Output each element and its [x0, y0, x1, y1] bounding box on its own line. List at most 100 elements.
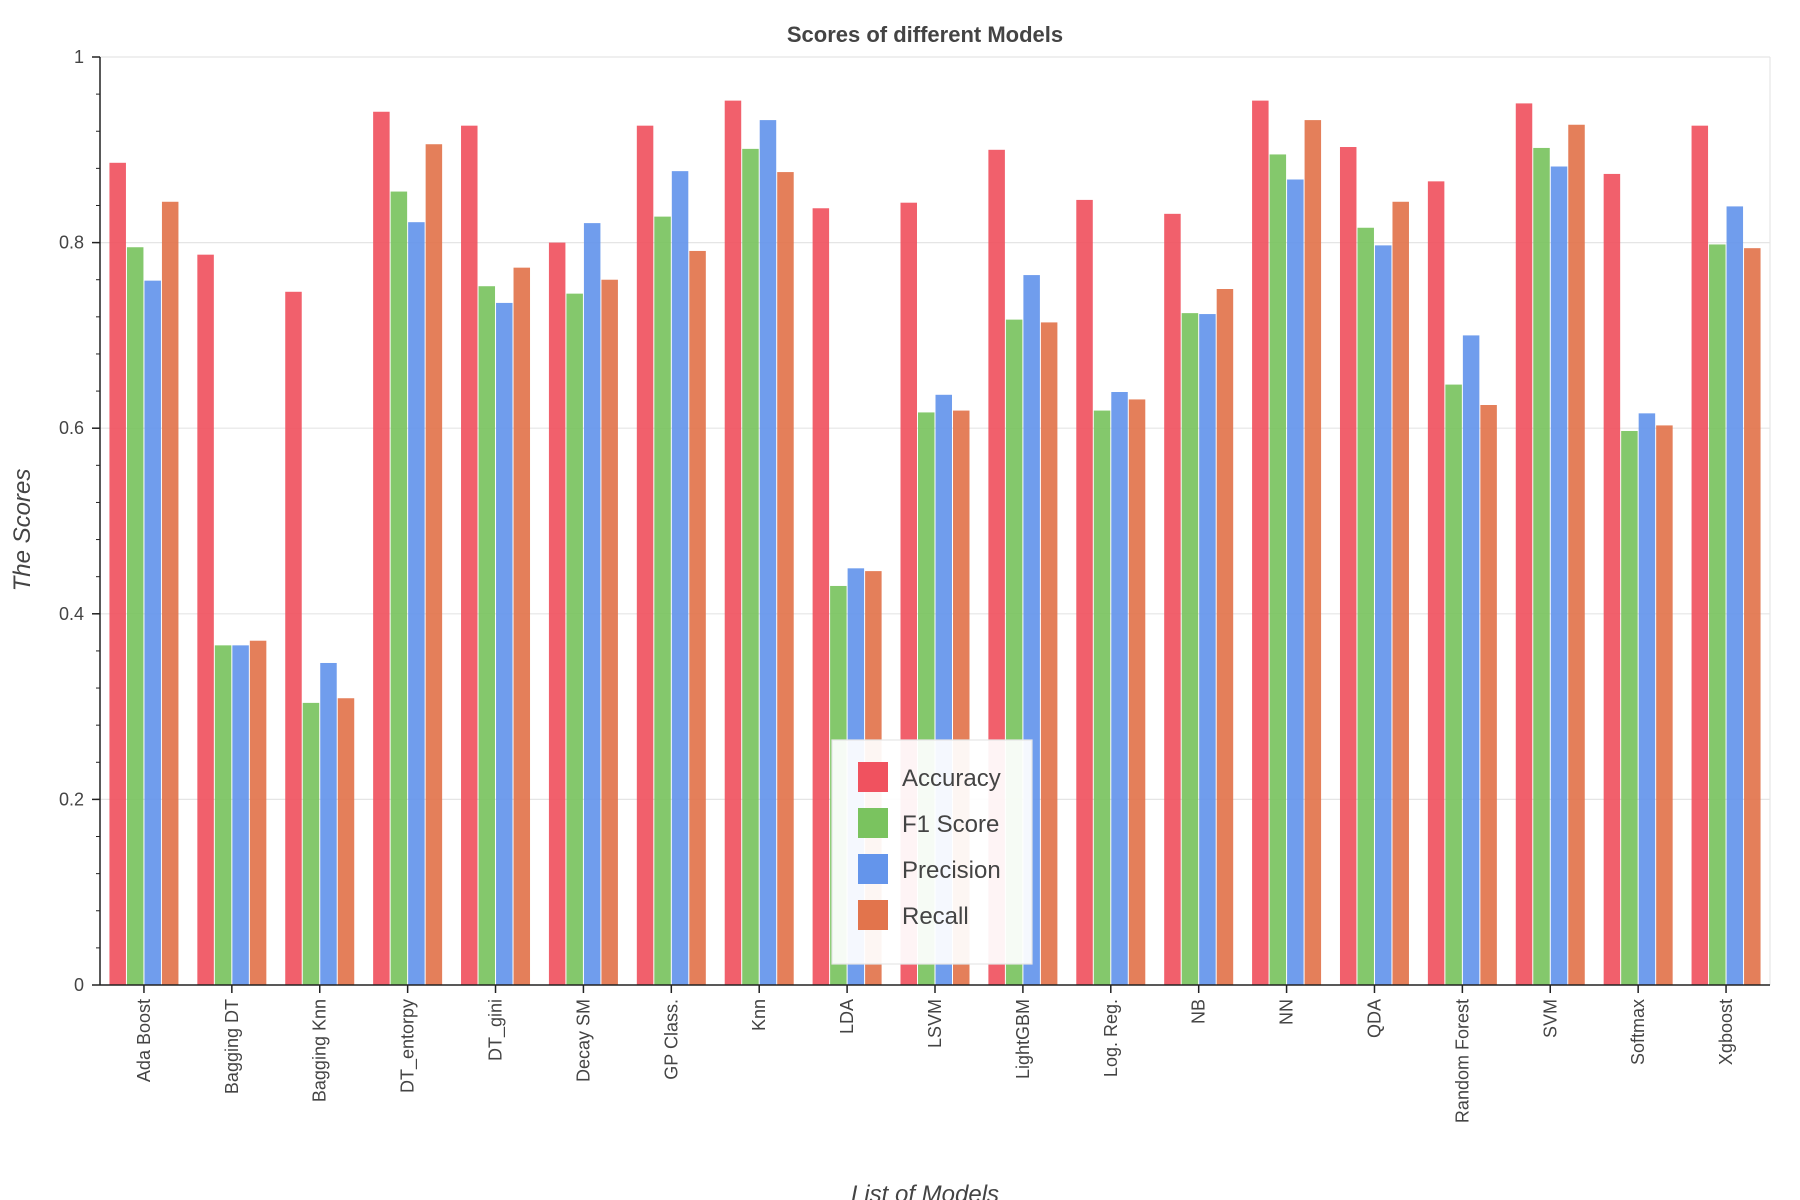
- chart-title: Scores of different Models: [787, 22, 1063, 47]
- bar-accuracy: [1252, 100, 1269, 986]
- axes: 0 0.2 0.4 0.6 0.8 1 Ada Boost Bagging DT Bagging…: [59, 47, 1770, 1123]
- bar-f1-score: [478, 286, 496, 985]
- x-tick-label: Decay SM: [573, 999, 593, 1082]
- bar-precision: [320, 662, 337, 985]
- bar-accuracy: [373, 111, 390, 985]
- legend: Accuracy F1 Score Precision Recall: [831, 739, 1033, 965]
- bar-accuracy: [1164, 213, 1181, 985]
- bar-precision: [1638, 413, 1656, 985]
- bar-accuracy: [1076, 199, 1093, 986]
- x-tick-label: GP Class.: [661, 999, 681, 1080]
- y-tick-label: 1: [74, 47, 84, 67]
- bar-f1-score: [1357, 227, 1374, 985]
- bar-accuracy: [109, 162, 126, 986]
- bar-f1-score: [1269, 154, 1287, 985]
- bar-precision: [1726, 206, 1744, 985]
- bar-f1-score: [1181, 313, 1199, 985]
- bar-precision: [144, 280, 161, 985]
- x-tick-label: LightGBM: [1013, 999, 1033, 1079]
- bar-accuracy: [285, 291, 302, 985]
- bar-f1-score: [1621, 430, 1638, 985]
- bar-accuracy: [197, 254, 214, 985]
- bar-precision: [1199, 314, 1216, 985]
- x-tick-label: DT_entorpy: [398, 999, 419, 1093]
- bar-accuracy: [812, 208, 830, 985]
- bar-precision: [759, 120, 777, 985]
- bar-recall: [689, 250, 706, 985]
- legend-label: Recall: [902, 903, 969, 930]
- y-tick-label: 0.4: [59, 604, 84, 624]
- x-axis-label: List of Models: [851, 1181, 999, 1200]
- bar-f1-score: [566, 293, 583, 985]
- bar-precision: [671, 171, 689, 986]
- x-tick-label: LSVM: [925, 999, 945, 1048]
- x-tick-label: Log. Reg.: [1101, 999, 1121, 1077]
- bar-recall: [1392, 201, 1409, 985]
- bar-f1-score: [302, 702, 320, 985]
- legend-label: Precision: [902, 857, 1001, 884]
- bar-accuracy: [1339, 147, 1357, 986]
- x-tick-label: Bagging DT: [222, 999, 242, 1094]
- x-tick-label: Softmax: [1628, 999, 1648, 1065]
- bar-precision: [1287, 179, 1304, 986]
- bar-f1-score: [390, 191, 408, 985]
- bar-recall: [249, 640, 267, 985]
- bar-precision: [496, 302, 513, 985]
- y-tick-label: 0.6: [59, 418, 84, 438]
- x-tick-label: SVM: [1540, 999, 1560, 1038]
- legend-label: Accuracy: [902, 765, 1001, 792]
- bar-recall: [1656, 425, 1673, 985]
- y-axis-label: The Scores: [9, 469, 36, 592]
- x-tick-label: NB: [1189, 999, 1209, 1024]
- x-tick-label: Bagging Knn: [310, 999, 330, 1102]
- y-tick-label: 0.2: [59, 789, 84, 809]
- bar-recall: [337, 698, 355, 985]
- bar-f1-score: [126, 247, 144, 986]
- legend-swatch: [858, 854, 888, 884]
- bar-recall: [1216, 289, 1234, 985]
- bar-precision: [232, 645, 249, 985]
- bar-accuracy: [548, 242, 566, 986]
- bars-group: [109, 100, 1761, 986]
- x-tick-label: Random Forest: [1452, 999, 1472, 1123]
- y-tick-label: 0.8: [59, 233, 84, 253]
- bar-recall: [161, 201, 179, 985]
- bar-recall: [513, 267, 531, 985]
- bar-accuracy: [1691, 125, 1709, 985]
- legend-swatch: [858, 762, 888, 792]
- bar-recall: [777, 172, 794, 985]
- x-tick-label: Xgboost: [1716, 999, 1736, 1065]
- bar-precision: [583, 223, 601, 985]
- x-tick-label: LDA: [837, 999, 857, 1034]
- bar-recall: [425, 144, 443, 985]
- x-tick-label: DT_gini: [486, 999, 507, 1061]
- bar-f1-score: [1093, 410, 1111, 985]
- bar-recall: [601, 279, 618, 986]
- bar-f1-score: [1709, 244, 1726, 985]
- bar-f1-score: [214, 645, 232, 985]
- bar-recall: [1040, 322, 1058, 986]
- x-tick-label: QDA: [1364, 999, 1384, 1038]
- bar-accuracy: [461, 125, 478, 985]
- x-tick-label: Ada Boost: [134, 999, 154, 1082]
- bar-accuracy: [1603, 173, 1621, 986]
- bar-precision: [1111, 392, 1128, 985]
- y-tick-label: 0: [74, 975, 84, 995]
- bar-f1-score: [1445, 384, 1462, 986]
- legend-swatch: [858, 808, 888, 838]
- legend-label: F1 Score: [902, 811, 999, 838]
- bar-recall: [1480, 405, 1497, 985]
- bar-f1-score: [742, 148, 759, 985]
- bar-recall: [1128, 399, 1146, 985]
- bar-accuracy: [1515, 103, 1533, 985]
- bar-recall: [1744, 248, 1761, 986]
- bar-accuracy: [636, 125, 654, 985]
- legend-swatch: [858, 900, 888, 930]
- bar-precision: [1374, 245, 1392, 985]
- bar-accuracy: [1427, 181, 1445, 986]
- x-tick-label: NN: [1277, 999, 1297, 1025]
- bar-f1-score: [1533, 147, 1550, 986]
- bar-recall: [1568, 124, 1585, 985]
